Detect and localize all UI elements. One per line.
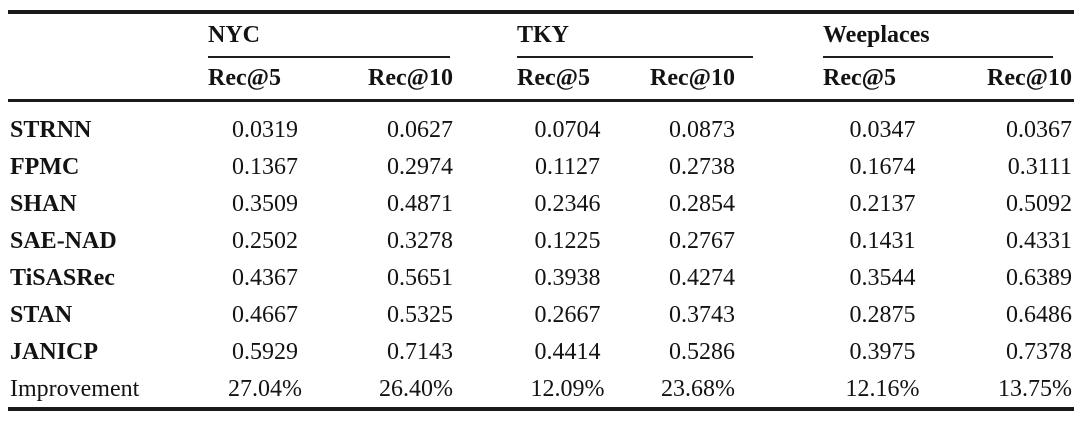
value-cell: 12.16% <box>845 375 920 402</box>
value-cell: 0.0873 <box>669 116 735 143</box>
spacer <box>770 58 820 99</box>
value-cell: 0.1431 <box>849 227 916 254</box>
value-cell: 0.5092 <box>1006 190 1072 217</box>
cmidrule-tky <box>517 55 753 58</box>
model-label: SHAN <box>10 190 77 217</box>
table-header: NYC TKY Weeplaces Rec@5 Rec@10 Rec@5 Rec… <box>8 14 1074 99</box>
results-table: NYC TKY Weeplaces Rec@5 Rec@10 Rec@5 Rec… <box>8 10 1074 411</box>
value-cell: 0.2974 <box>387 153 453 180</box>
value-cell: 0.2738 <box>669 153 735 180</box>
value-cell: 0.2502 <box>232 227 298 254</box>
column-header-nyc-rec10: Rec@10 <box>368 65 453 91</box>
value-cell: 0.1367 <box>232 153 298 180</box>
spacer <box>770 14 820 58</box>
column-group-weeplaces: Weeplaces <box>820 14 1074 58</box>
value-cell: 12.09% <box>530 375 605 402</box>
value-cell: 0.1127 <box>534 153 601 180</box>
value-cell: 0.2667 <box>534 301 601 328</box>
value-cell: 0.3743 <box>669 301 735 328</box>
mid-rule <box>8 98 1074 102</box>
value-cell: 0.1674 <box>849 153 916 180</box>
value-cell: 0.3938 <box>534 264 601 291</box>
model-label: STRNN <box>10 116 92 143</box>
spacer <box>495 14 515 58</box>
model-label: TiSASRec <box>10 264 115 291</box>
improvement-row-label: Improvement <box>10 375 140 402</box>
column-group-label: Weeplaces <box>823 21 930 48</box>
cmidrule-nyc <box>208 55 450 58</box>
value-cell: 0.3111 <box>1007 153 1072 180</box>
value-cell: 0.2875 <box>849 301 916 328</box>
value-cell: 0.6486 <box>1006 301 1072 328</box>
value-cell: 13.75% <box>998 375 1072 402</box>
value-cell: 0.5651 <box>387 264 453 291</box>
value-cell: 0.4871 <box>387 190 453 217</box>
table-body: STRNN 0.0319 0.0627 0.0704 0.0873 0.0347… <box>8 102 1074 407</box>
value-cell: 0.2767 <box>669 227 735 254</box>
value-cell: 0.4331 <box>1006 227 1072 254</box>
spacer <box>495 58 515 99</box>
value-cell: 0.3975 <box>849 338 916 365</box>
value-cell: 0.5929 <box>232 338 298 365</box>
value-cell: 0.0367 <box>1006 116 1072 143</box>
value-cell: 0.6389 <box>1006 264 1072 291</box>
bottom-rule <box>8 407 1074 411</box>
value-cell: 0.4667 <box>232 301 298 328</box>
value-cell: 0.7143 <box>387 338 453 365</box>
value-cell: 0.3509 <box>232 190 298 217</box>
column-header-weeplaces-rec10: Rec@10 <box>987 65 1072 91</box>
column-header-tky-rec5: Rec@5 <box>517 65 590 91</box>
column-header-weeplaces-rec5: Rec@5 <box>823 65 896 91</box>
value-cell: 0.7378 <box>1006 338 1072 365</box>
column-header-nyc-rec5: Rec@5 <box>208 65 281 91</box>
value-cell: 0.4367 <box>232 264 298 291</box>
value-cell: 0.0704 <box>534 116 601 143</box>
column-header-tky-rec10: Rec@10 <box>650 65 735 91</box>
column-group-tky: TKY <box>515 14 770 58</box>
column-group-nyc: NYC <box>200 14 495 58</box>
value-cell: 0.0627 <box>387 116 453 143</box>
value-cell: 0.3544 <box>849 264 916 291</box>
model-label: FPMC <box>10 153 80 180</box>
value-cell: 0.0319 <box>232 116 298 143</box>
column-group-label: TKY <box>517 21 570 48</box>
value-cell: 0.5325 <box>387 301 453 328</box>
value-cell: 0.3278 <box>387 227 453 254</box>
value-cell: 0.4414 <box>534 338 601 365</box>
value-cell: 0.2346 <box>534 190 601 217</box>
value-cell: 0.2854 <box>669 190 735 217</box>
model-label: JANICP <box>10 338 98 365</box>
value-cell: 0.1225 <box>534 227 601 254</box>
spacer <box>945 58 985 99</box>
value-cell: 0.0347 <box>849 116 916 143</box>
cmidrule-weeplaces <box>823 55 1053 58</box>
model-label: SAE-NAD <box>10 227 117 254</box>
column-group-label: NYC <box>208 21 260 48</box>
top-rule <box>8 10 1074 14</box>
value-cell: 27.04% <box>228 375 302 402</box>
value-cell: 0.4274 <box>669 264 735 291</box>
value-cell: 0.5286 <box>669 338 735 365</box>
value-cell: 26.40% <box>379 375 453 402</box>
value-cell: 23.68% <box>661 375 735 402</box>
value-cell: 0.2137 <box>849 190 916 217</box>
corner-cell <box>8 58 200 99</box>
corner-cell <box>8 14 200 58</box>
model-label: STAN <box>10 301 73 328</box>
